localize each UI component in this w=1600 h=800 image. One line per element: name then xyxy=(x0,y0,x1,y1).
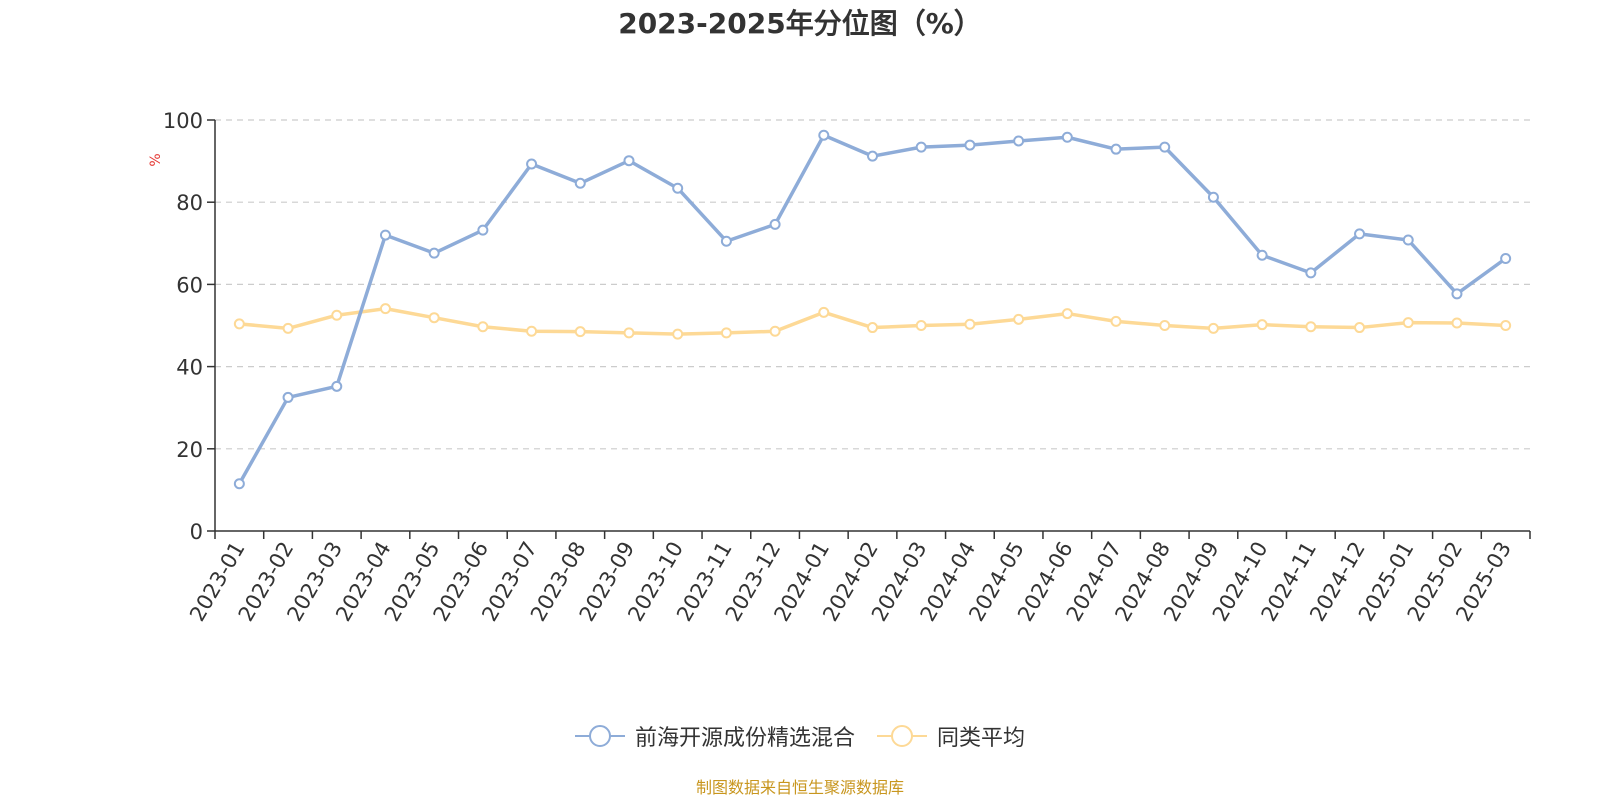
data-point-series-1[interactable] xyxy=(964,139,976,151)
data-point-series-1[interactable] xyxy=(769,218,781,230)
data-point-series-2[interactable] xyxy=(428,312,440,324)
data-point-series-1[interactable] xyxy=(1110,143,1122,155)
data-point-series-1[interactable] xyxy=(672,182,684,194)
data-point-series-1[interactable] xyxy=(574,177,586,189)
legend-item-series-1[interactable]: 前海开源成份精选混合 xyxy=(574,720,855,752)
data-point-series-2[interactable] xyxy=(574,326,586,338)
y-axis-unit-label: % xyxy=(148,153,164,166)
data-point-series-2[interactable] xyxy=(867,322,878,334)
data-point-series-1[interactable] xyxy=(1305,267,1317,279)
data-point-series-2[interactable] xyxy=(526,325,538,337)
series-lines xyxy=(237,133,1508,486)
data-point-series-2[interactable] xyxy=(1159,320,1171,331)
data-point-series-1[interactable] xyxy=(818,129,830,141)
y-tick-label: 20 xyxy=(176,438,203,462)
data-point-series-2[interactable] xyxy=(1500,320,1512,331)
data-point-series-1[interactable] xyxy=(379,229,391,241)
axes: 0204060801002023-012023-022023-032023-04… xyxy=(163,109,1531,625)
data-point-series-2[interactable] xyxy=(477,321,489,333)
data-point-series-2[interactable] xyxy=(282,322,294,334)
data-point-series-2[interactable] xyxy=(720,327,732,339)
data-point-series-1[interactable] xyxy=(915,141,927,153)
data-point-series-2[interactable] xyxy=(1354,322,1366,334)
data-point-series-1[interactable] xyxy=(282,391,294,403)
data-point-series-2[interactable] xyxy=(379,303,391,315)
data-point-series-1[interactable] xyxy=(1159,141,1171,153)
data-point-series-1[interactable] xyxy=(1402,234,1414,246)
data-point-series-2[interactable] xyxy=(1256,319,1268,331)
data-point-series-2[interactable] xyxy=(233,318,245,330)
y-tick-label: 60 xyxy=(176,273,203,297)
data-point-series-2[interactable] xyxy=(1451,317,1463,329)
source-note: 制图数据来自恒生聚源数据库 xyxy=(695,778,904,797)
data-point-series-1[interactable] xyxy=(720,235,732,247)
data-point-series-1[interactable] xyxy=(428,247,440,259)
legend-series-2-icon xyxy=(877,725,927,747)
data-point-series-1[interactable] xyxy=(1354,228,1366,240)
data-point-series-2[interactable] xyxy=(1207,322,1219,334)
chart-title: 2023-2025年分位图（%） xyxy=(618,7,982,40)
data-point-series-2[interactable] xyxy=(964,318,976,330)
data-point-series-2[interactable] xyxy=(1305,321,1317,333)
data-point-series-2[interactable] xyxy=(1061,308,1073,320)
data-point-series-1[interactable] xyxy=(867,150,878,162)
data-point-series-2[interactable] xyxy=(1013,313,1025,325)
y-tick-label: 100 xyxy=(163,109,203,133)
y-tick-label: 0 xyxy=(190,520,203,544)
series-line-1 xyxy=(237,133,1508,486)
data-point-series-1[interactable] xyxy=(331,380,343,392)
data-point-series-1[interactable] xyxy=(1013,135,1025,147)
legend-series-1-icon xyxy=(574,725,625,747)
legend: 前海开源成份精选混合 同类平均 xyxy=(0,720,1600,752)
y-tick-label: 80 xyxy=(176,191,203,215)
data-point-series-2[interactable] xyxy=(331,309,343,321)
data-point-series-2[interactable] xyxy=(915,320,927,331)
data-point-series-1[interactable] xyxy=(1256,249,1268,261)
data-point-series-1[interactable] xyxy=(623,155,635,167)
data-point-series-2[interactable] xyxy=(672,328,684,340)
data-point-series-2[interactable] xyxy=(623,327,635,339)
legend-series-2-label: 同类平均 xyxy=(937,726,1026,751)
legend-series-1-label: 前海开源成份精选混合 xyxy=(634,726,855,751)
data-point-series-1[interactable] xyxy=(1451,288,1463,300)
data-point-series-1[interactable] xyxy=(1207,191,1219,203)
y-tick-label: 40 xyxy=(176,356,203,380)
data-point-series-1[interactable] xyxy=(1061,131,1073,143)
data-point-series-1[interactable] xyxy=(233,478,245,490)
data-point-series-2[interactable] xyxy=(818,306,830,318)
series-points[interactable] xyxy=(233,129,1512,490)
data-point-series-2[interactable] xyxy=(1402,317,1414,329)
data-point-series-1[interactable] xyxy=(1500,253,1512,265)
data-point-series-1[interactable] xyxy=(526,158,538,170)
data-point-series-2[interactable] xyxy=(1110,315,1122,327)
data-point-series-2[interactable] xyxy=(769,325,781,337)
data-point-series-1[interactable] xyxy=(477,224,489,236)
grid-lines xyxy=(215,119,1530,450)
legend-item-series-2[interactable]: 同类平均 xyxy=(877,720,1025,752)
